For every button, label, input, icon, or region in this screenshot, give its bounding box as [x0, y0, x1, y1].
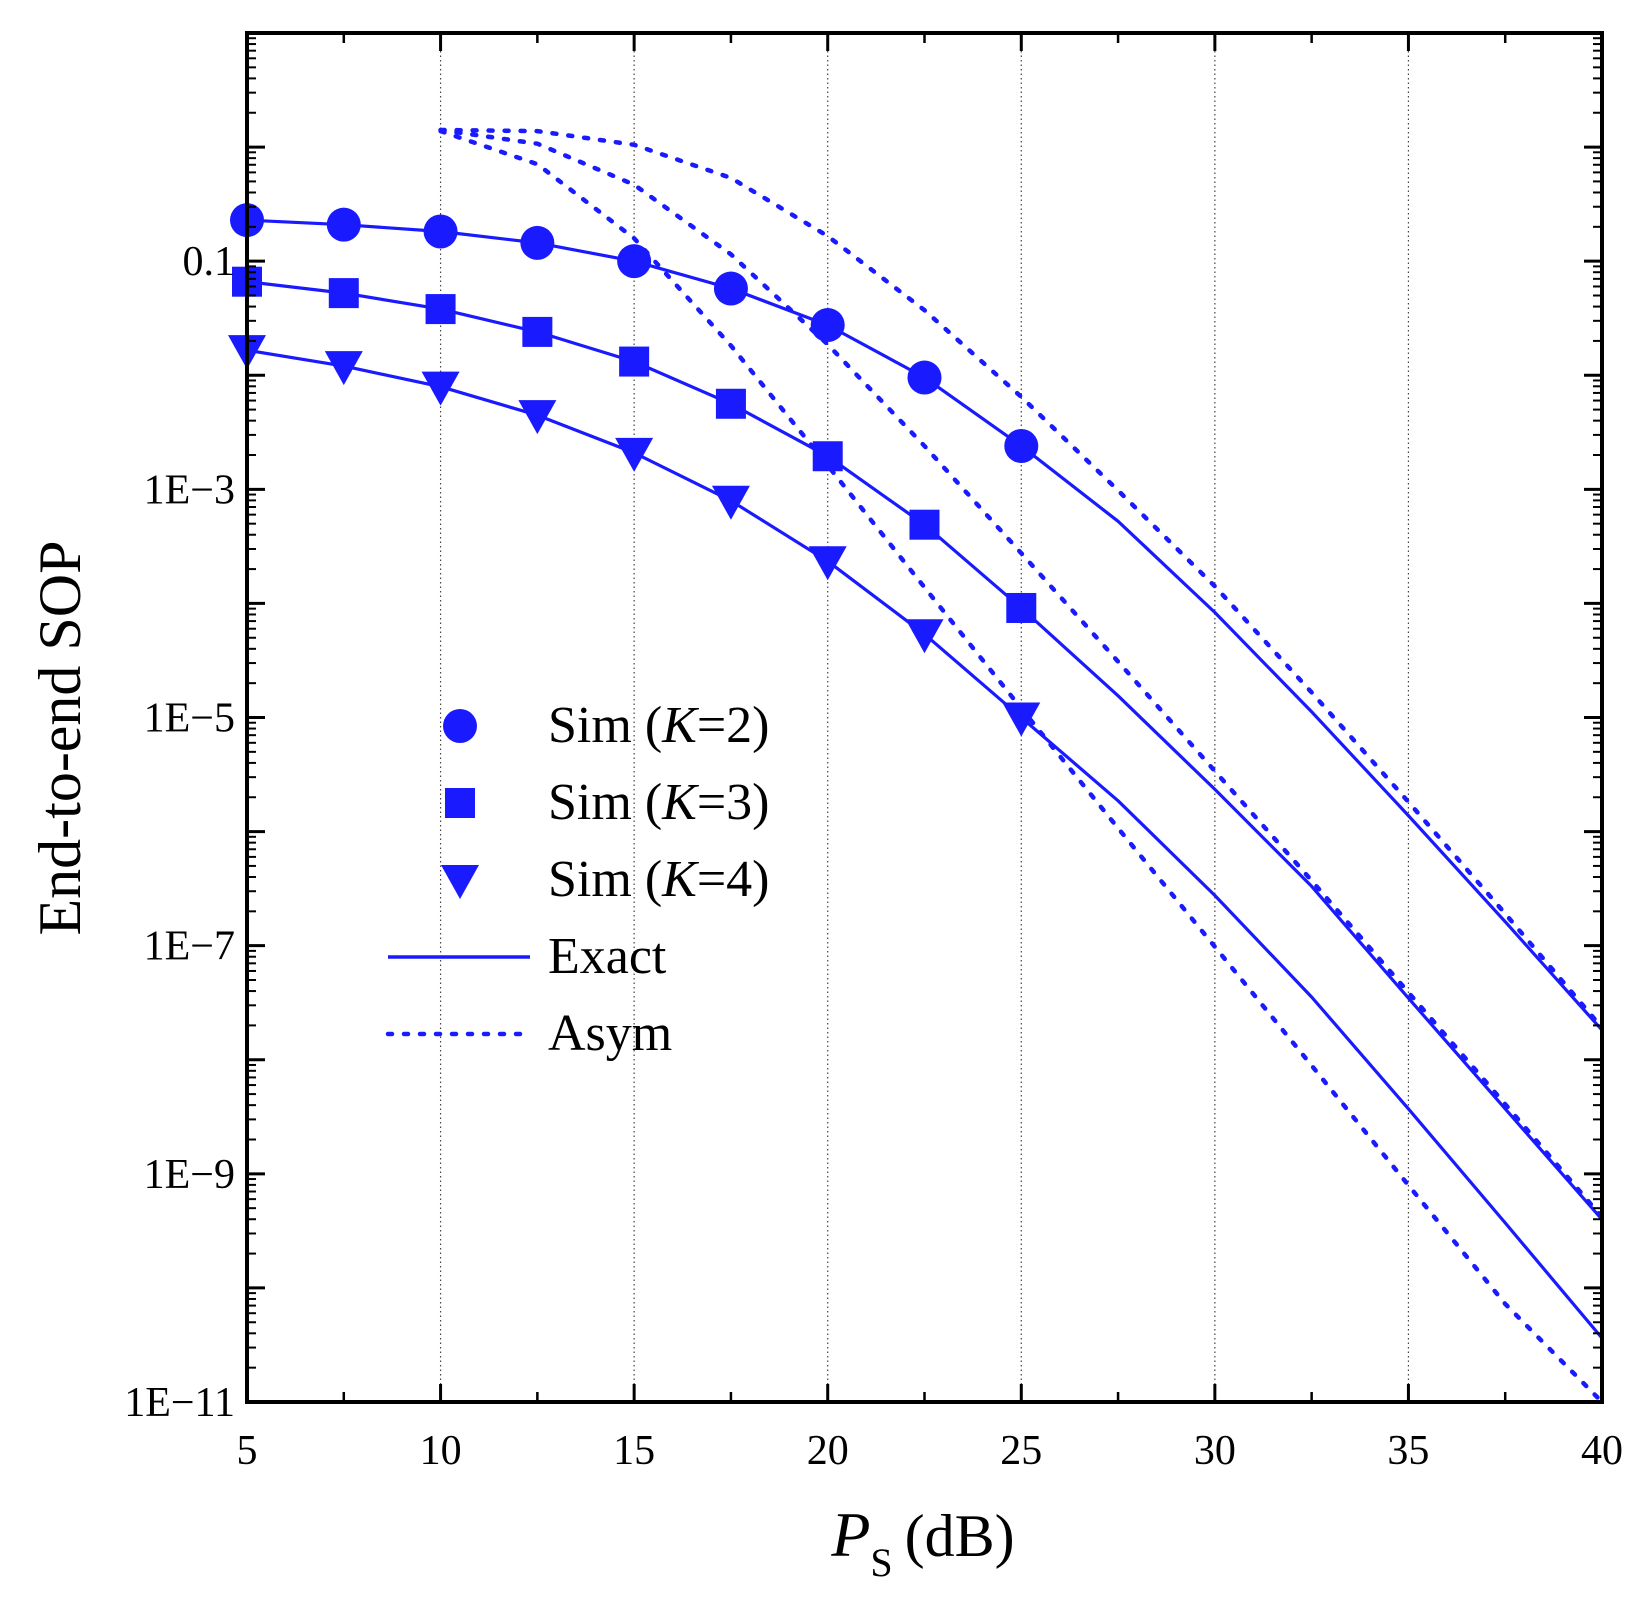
x-tick-label: 35	[1387, 1428, 1429, 1474]
y-tick-label: 1E−9	[144, 1152, 235, 1198]
point-sim-k-2	[907, 360, 942, 395]
point-sim-k-2	[810, 308, 845, 343]
legend-label: Exact	[548, 928, 667, 985]
legend-label-var: K	[661, 774, 699, 831]
line-asym-k-3	[438, 127, 1602, 1220]
x-tick-label: 5	[237, 1428, 258, 1474]
x-tick-label: 30	[1194, 1428, 1236, 1474]
legend-label-prefix: Sim (	[548, 774, 662, 831]
x-tick-label: 15	[613, 1428, 655, 1474]
y-tick-label: 1E−7	[144, 924, 235, 970]
x-axis-title-main: P	[830, 1499, 870, 1570]
point-sim-k-3	[812, 441, 843, 472]
legend-label-prefix: Sim (	[548, 697, 662, 754]
legend-label-var: K	[661, 697, 699, 754]
legend-label: Sim (K=2)	[548, 697, 769, 754]
y-tick-label: 1E−5	[144, 696, 235, 742]
legend-label-suffix: =2)	[697, 697, 770, 754]
point-sim-k-3	[328, 278, 359, 309]
x-tick-label: 20	[807, 1428, 849, 1474]
x-tick-label: 25	[1000, 1428, 1042, 1474]
point-sim-k-2	[326, 207, 361, 242]
point-sim-k-2	[713, 271, 748, 306]
point-sim-k-3	[522, 316, 553, 347]
point-sim-k-4	[808, 546, 847, 581]
legend-label-suffix: =4)	[697, 851, 770, 908]
x-axis-title: PS (dB)	[830, 1499, 1014, 1585]
y-tick-label: 1E−3	[144, 467, 235, 513]
point-sim-k-4	[518, 400, 557, 435]
point-sim-k-2	[617, 244, 652, 279]
legend-label-suffix: =3)	[697, 774, 770, 831]
point-sim-k-4	[1002, 702, 1041, 737]
y-axis-title: End-to-end SOP	[27, 541, 93, 936]
legend-label: Asym	[548, 1005, 672, 1062]
point-sim-k-4	[615, 437, 654, 472]
x-axis-title-subscript: S	[870, 1540, 892, 1585]
legend-marker-circle	[443, 709, 477, 743]
legend-label-prefix: Sim (	[548, 851, 662, 908]
legend-label: Sim (K=3)	[548, 774, 769, 831]
point-sim-k-2	[423, 214, 458, 249]
legend-marker-triangle-down	[441, 865, 479, 899]
x-axis-title-unit: (dB)	[905, 1503, 1015, 1569]
x-tick-label: 40	[1581, 1428, 1623, 1474]
y-tick-label: 1E−11	[124, 1380, 235, 1426]
point-sim-k-3	[909, 509, 940, 540]
y-tick-label: 0.1	[183, 239, 236, 285]
point-sim-k-4	[324, 351, 363, 386]
point-sim-k-4	[421, 371, 460, 406]
x-tick-label: 10	[420, 1428, 462, 1474]
point-sim-k-3	[619, 346, 650, 377]
point-sim-k-3	[425, 294, 456, 325]
legend-label: Sim (K=4)	[548, 851, 769, 908]
line-asym-k-2	[438, 127, 1602, 1031]
point-sim-k-4	[711, 485, 750, 520]
point-sim-k-2	[520, 225, 555, 260]
point-sim-k-3	[715, 388, 746, 419]
point-sim-k-4	[905, 619, 944, 654]
legend-label-var: K	[661, 851, 699, 908]
point-sim-k-2	[1004, 428, 1039, 463]
tick-layer: 5 10 15 20 25 30 35 40 0.1 1E−3 1E−5 1E−7 1E−9 1E−11	[124, 31, 1623, 1474]
marker-layer	[228, 203, 1041, 737]
legend-marker-square	[445, 788, 475, 818]
point-sim-k-3	[1006, 592, 1037, 623]
